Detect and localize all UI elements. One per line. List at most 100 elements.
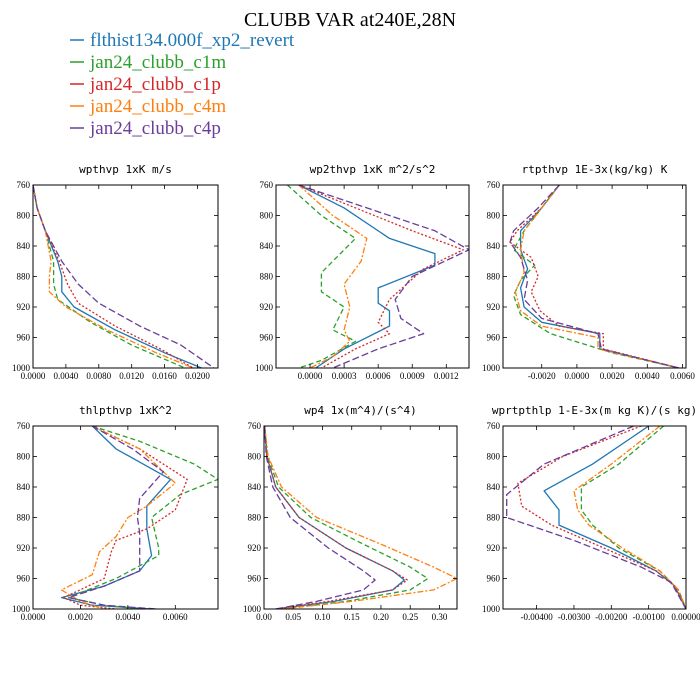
series-line: [264, 426, 376, 609]
series-line: [514, 185, 680, 368]
y-tick-label: 880: [487, 513, 501, 523]
panel-title: thlpthvp 1xK^2: [79, 404, 172, 417]
plot-frame: [502, 425, 687, 610]
panel-2: wp2thvp 1xK m^2/s^2 760 800 840 880 920 960 100…: [255, 163, 470, 381]
y-tick-label: 920: [487, 302, 501, 312]
x-tick-label: 0.15: [344, 612, 360, 622]
x-tick-label: 0.0040: [115, 612, 140, 622]
x-tick-label: 0.30: [432, 612, 448, 622]
series-line: [264, 426, 429, 609]
legend-label: jan24_clubb_c1p: [89, 74, 221, 95]
y-tick-label: 1000: [243, 604, 262, 614]
y-tick-label: 960: [487, 574, 501, 584]
series-line: [60, 426, 176, 609]
plot-frame: [32, 425, 219, 610]
figure-title: CLUBB VAR at240E,28N: [244, 9, 456, 31]
y-tick-label: 920: [487, 543, 501, 553]
x-tick-label: 0.0200: [185, 371, 210, 381]
series-group: [509, 185, 680, 368]
y-tick-label: 880: [17, 272, 31, 282]
y-tick-label: 840: [248, 482, 262, 492]
x-tick-label: 0.0160: [152, 371, 177, 381]
series-line: [509, 185, 680, 368]
x-tick-label: -0.00400: [520, 612, 553, 622]
y-tick-label: 800: [487, 452, 501, 462]
y-tick-label: 1000: [255, 363, 274, 373]
series-line: [286, 185, 357, 368]
legend-label: jan24_clubb_c4m: [89, 96, 226, 117]
x-tick-label: 0.0000: [565, 371, 590, 381]
panel-5: wp4 1x(m^4)/(s^4)76080084088092096010000…: [243, 404, 458, 622]
series-line: [573, 426, 686, 609]
y-tick-label: 960: [17, 574, 31, 584]
x-tick-label: 0.20: [373, 612, 389, 622]
panel-title: wp2thvp 1xK m^2/s^2: [310, 163, 436, 176]
panel-title: rtpthvp 1E-3x(kg/kg) K: [522, 163, 668, 176]
x-tick-label: 0.0009: [400, 371, 425, 381]
series-line: [298, 185, 368, 368]
plot-frame: [32, 184, 219, 369]
series-line: [517, 426, 686, 609]
series-line: [298, 185, 469, 368]
series-line: [33, 185, 194, 368]
y-tick-label: 800: [17, 452, 31, 462]
y-tick-label: 960: [248, 574, 262, 584]
y-tick-label: 960: [487, 333, 501, 343]
y-tick-label: 840: [487, 241, 501, 251]
y-tick-label: 760: [260, 180, 274, 190]
x-tick-label: 0.0003: [332, 371, 357, 381]
x-tick-label: 0.0000: [298, 371, 323, 381]
panel-1: wpthvp 1xK m/s76080084088092096010000.00…: [12, 163, 219, 381]
series-group: [60, 426, 218, 609]
y-tick-label: 1000: [482, 363, 501, 373]
x-tick-label: 0.0012: [434, 371, 459, 381]
legend-label: jan24_clubb_c1m: [89, 52, 226, 73]
x-tick-label: 0.0060: [163, 612, 188, 622]
series-line: [264, 426, 457, 609]
series-line: [264, 426, 408, 609]
panel-title: wprtpthlp 1-E-3x(m kg K)/(s kg): [492, 404, 697, 417]
legend: flthist134.000f_xp2_revertjan24_clubb_c1…: [70, 30, 295, 139]
series-line: [298, 185, 436, 368]
x-tick-label: 0.0060: [670, 371, 695, 381]
y-tick-label: 960: [260, 333, 274, 343]
y-tick-label: 800: [248, 452, 262, 462]
y-tick-label: 840: [17, 241, 31, 251]
plot-frame: [275, 184, 470, 369]
y-tick-label: 760: [248, 421, 262, 431]
y-tick-label: 1000: [12, 604, 31, 614]
series-line: [33, 185, 215, 368]
series-line: [512, 185, 680, 368]
series-line: [33, 185, 194, 368]
y-tick-label: 1000: [12, 363, 31, 373]
series-line: [519, 185, 680, 368]
y-tick-label: 920: [248, 543, 262, 553]
y-tick-label: 880: [487, 272, 501, 282]
x-tick-label: -0.0020: [528, 371, 556, 381]
y-tick-label: 760: [487, 180, 501, 190]
y-tick-label: 800: [487, 211, 501, 221]
panel-6: wprtpthlp 1-E-3x(m kg K)/(s kg) 760 800 840…: [482, 404, 700, 622]
x-tick-label: 0.0000: [21, 612, 46, 622]
y-tick-label: 960: [17, 333, 31, 343]
y-tick-label: 800: [17, 211, 31, 221]
legend-label: jan24_clubb_c4p: [89, 118, 221, 139]
x-tick-label: 0.0020: [68, 612, 93, 622]
x-tick-label: 0.0040: [635, 371, 660, 381]
panel-title: wpthvp 1xK m/s: [79, 163, 172, 176]
x-tick-label: -0.00100: [633, 612, 666, 622]
series-line: [33, 185, 186, 368]
series-line: [264, 426, 406, 609]
panel-4: thlpthvp 1xK^276080084088092096010000.00…: [12, 404, 219, 622]
x-tick-label: 0.0000: [21, 371, 46, 381]
x-tick-label: 0.25: [402, 612, 418, 622]
y-tick-label: 880: [260, 272, 274, 282]
y-tick-label: 920: [260, 302, 274, 312]
series-line: [33, 185, 202, 368]
series-group: [506, 426, 686, 609]
y-tick-label: 760: [17, 421, 31, 431]
x-tick-label: -0.00200: [595, 612, 628, 622]
x-tick-label: 0.0120: [119, 371, 144, 381]
y-tick-label: 840: [17, 482, 31, 492]
